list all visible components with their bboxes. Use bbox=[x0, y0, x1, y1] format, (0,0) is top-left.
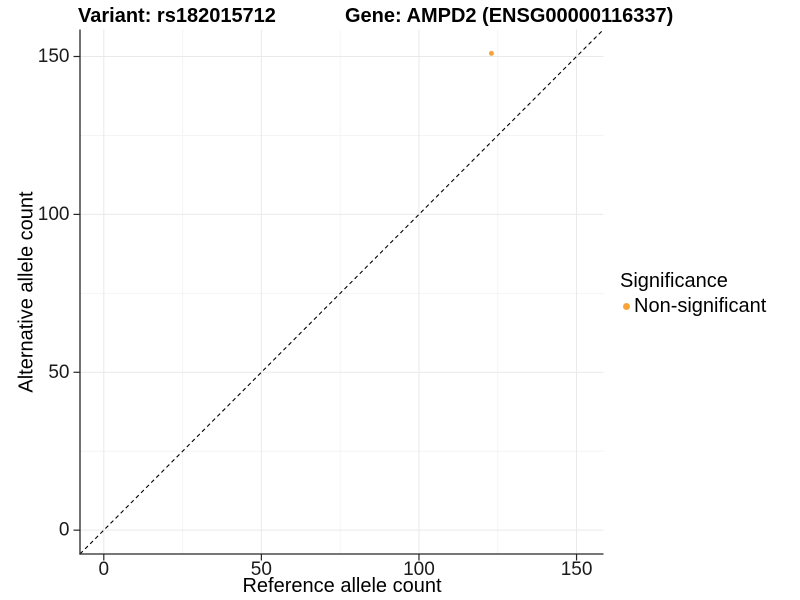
data-point bbox=[488, 50, 494, 56]
x-tick-label: 0 bbox=[99, 559, 110, 580]
identity-line bbox=[79, 29, 604, 555]
x-tick-label: 50 bbox=[251, 559, 272, 580]
legend-entry-label: Non-significant bbox=[634, 295, 767, 317]
plot-title-variant: Variant: rs182015712 bbox=[78, 5, 276, 27]
legend-title: Significance bbox=[620, 270, 728, 292]
y-tick-label: 100 bbox=[38, 204, 70, 225]
legend: Significance Non-significant bbox=[620, 270, 766, 317]
plot-title-gene: Gene: AMPD2 (ENSG00000116337) bbox=[345, 5, 674, 27]
y-tick-label: 50 bbox=[48, 362, 69, 383]
x-tick-label: 100 bbox=[403, 559, 435, 580]
x-tick-label: 150 bbox=[561, 559, 593, 580]
y-tick-label: 0 bbox=[59, 520, 70, 541]
x-axis-title: Reference allele count bbox=[242, 575, 442, 597]
legend-point-icon bbox=[623, 302, 630, 310]
y-tick-label: 150 bbox=[38, 46, 70, 67]
legend-entry: Non-significant bbox=[620, 295, 766, 317]
y-axis-title: Alternative allele count bbox=[15, 191, 38, 393]
